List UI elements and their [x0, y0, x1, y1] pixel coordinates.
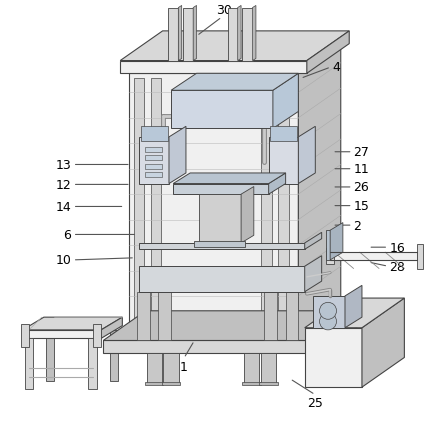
- Polygon shape: [159, 292, 171, 341]
- Polygon shape: [23, 330, 101, 339]
- Polygon shape: [139, 138, 169, 184]
- Polygon shape: [298, 44, 341, 341]
- Polygon shape: [171, 91, 273, 129]
- Polygon shape: [265, 292, 277, 341]
- Text: 26: 26: [353, 181, 369, 194]
- Text: 13: 13: [56, 158, 71, 172]
- Polygon shape: [305, 328, 362, 387]
- Text: 4: 4: [332, 61, 340, 74]
- Polygon shape: [305, 256, 321, 292]
- Polygon shape: [145, 382, 163, 385]
- Polygon shape: [244, 354, 259, 383]
- Polygon shape: [103, 311, 362, 341]
- Polygon shape: [145, 173, 162, 178]
- Polygon shape: [330, 223, 343, 260]
- Polygon shape: [259, 382, 278, 385]
- Polygon shape: [168, 9, 178, 61]
- Text: 1: 1: [180, 360, 188, 373]
- Text: 12: 12: [56, 178, 71, 191]
- Text: 27: 27: [353, 146, 369, 159]
- Text: 15: 15: [353, 200, 369, 213]
- Polygon shape: [242, 382, 261, 385]
- Polygon shape: [178, 6, 182, 61]
- Polygon shape: [193, 6, 197, 61]
- Polygon shape: [242, 9, 253, 61]
- Polygon shape: [262, 78, 272, 337]
- Polygon shape: [151, 78, 161, 337]
- Polygon shape: [305, 233, 321, 250]
- Polygon shape: [20, 324, 29, 347]
- Polygon shape: [169, 127, 186, 184]
- Polygon shape: [145, 164, 162, 169]
- Text: 28: 28: [389, 260, 405, 273]
- Polygon shape: [326, 230, 330, 260]
- Polygon shape: [93, 324, 101, 347]
- Polygon shape: [330, 253, 417, 260]
- Polygon shape: [162, 382, 180, 385]
- Polygon shape: [147, 354, 162, 383]
- Polygon shape: [278, 78, 289, 337]
- Polygon shape: [134, 78, 144, 337]
- Polygon shape: [183, 9, 193, 61]
- Polygon shape: [417, 244, 424, 270]
- Polygon shape: [173, 173, 285, 184]
- Polygon shape: [145, 156, 162, 161]
- Text: 11: 11: [353, 163, 369, 176]
- Polygon shape: [238, 6, 241, 61]
- Text: 30: 30: [216, 4, 232, 17]
- Polygon shape: [320, 311, 362, 354]
- Polygon shape: [241, 187, 254, 243]
- Polygon shape: [345, 286, 362, 328]
- Text: 6: 6: [63, 228, 71, 242]
- Polygon shape: [269, 173, 285, 195]
- Polygon shape: [139, 243, 305, 250]
- Polygon shape: [326, 248, 334, 265]
- Polygon shape: [273, 74, 298, 129]
- Polygon shape: [171, 74, 298, 91]
- Polygon shape: [173, 184, 269, 195]
- Polygon shape: [305, 298, 404, 328]
- Polygon shape: [25, 339, 33, 389]
- Polygon shape: [23, 317, 123, 330]
- Polygon shape: [139, 267, 305, 292]
- Polygon shape: [253, 6, 256, 61]
- Polygon shape: [298, 127, 315, 184]
- Polygon shape: [46, 330, 55, 381]
- Polygon shape: [141, 127, 168, 142]
- Polygon shape: [198, 195, 241, 243]
- Polygon shape: [129, 44, 341, 74]
- Polygon shape: [285, 292, 298, 341]
- Polygon shape: [227, 9, 238, 61]
- Text: 25: 25: [307, 397, 323, 409]
- Polygon shape: [194, 241, 246, 248]
- Polygon shape: [163, 354, 179, 383]
- Text: 2: 2: [353, 219, 361, 232]
- Circle shape: [320, 302, 337, 320]
- Polygon shape: [137, 292, 150, 341]
- Polygon shape: [101, 317, 123, 339]
- Polygon shape: [88, 339, 97, 389]
- Polygon shape: [129, 74, 298, 341]
- Polygon shape: [313, 296, 345, 328]
- Text: 10: 10: [56, 254, 71, 267]
- Polygon shape: [270, 127, 297, 142]
- Polygon shape: [110, 330, 118, 381]
- Text: 14: 14: [56, 201, 71, 213]
- Polygon shape: [261, 354, 276, 383]
- Text: 16: 16: [389, 241, 405, 254]
- Polygon shape: [362, 298, 404, 387]
- Polygon shape: [307, 32, 349, 74]
- Polygon shape: [120, 61, 307, 74]
- Polygon shape: [269, 138, 298, 184]
- Circle shape: [320, 313, 337, 330]
- Polygon shape: [103, 341, 320, 354]
- Polygon shape: [145, 147, 162, 153]
- Polygon shape: [120, 32, 349, 61]
